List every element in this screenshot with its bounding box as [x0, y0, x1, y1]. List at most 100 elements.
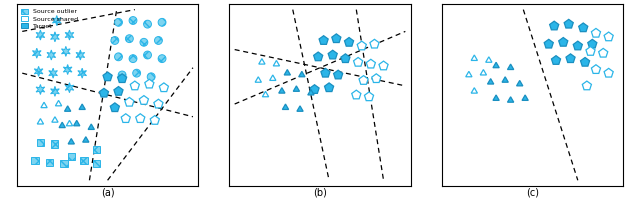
Polygon shape: [299, 71, 305, 77]
Polygon shape: [273, 60, 280, 66]
Polygon shape: [67, 120, 72, 126]
Polygon shape: [74, 120, 80, 126]
Polygon shape: [544, 39, 554, 48]
Polygon shape: [471, 88, 477, 93]
Polygon shape: [145, 79, 154, 88]
Polygon shape: [324, 83, 333, 91]
Polygon shape: [321, 68, 330, 77]
Polygon shape: [78, 68, 86, 78]
Polygon shape: [508, 97, 514, 102]
Polygon shape: [486, 57, 492, 62]
Polygon shape: [344, 37, 354, 46]
Polygon shape: [604, 32, 613, 41]
Polygon shape: [493, 62, 499, 68]
Polygon shape: [103, 72, 112, 81]
Polygon shape: [282, 104, 289, 109]
Polygon shape: [76, 50, 84, 60]
Polygon shape: [36, 30, 45, 40]
Polygon shape: [508, 64, 514, 69]
Polygon shape: [56, 100, 61, 106]
Polygon shape: [63, 65, 72, 74]
Polygon shape: [471, 55, 477, 60]
Polygon shape: [51, 32, 60, 42]
Polygon shape: [121, 114, 131, 122]
Polygon shape: [41, 102, 47, 108]
Legend: Source outlier, Source shared, Target: Source outlier, Source shared, Target: [20, 7, 79, 30]
Polygon shape: [573, 41, 582, 50]
Polygon shape: [52, 117, 58, 122]
Polygon shape: [114, 87, 123, 95]
Polygon shape: [328, 50, 337, 59]
Polygon shape: [154, 99, 163, 108]
Polygon shape: [36, 85, 45, 94]
Polygon shape: [480, 69, 486, 75]
Bar: [31, 157, 38, 164]
Polygon shape: [83, 137, 89, 142]
Polygon shape: [582, 81, 591, 90]
Polygon shape: [59, 122, 65, 128]
Circle shape: [158, 18, 166, 26]
Polygon shape: [586, 47, 595, 55]
Polygon shape: [580, 57, 589, 66]
Polygon shape: [357, 41, 366, 50]
Polygon shape: [308, 89, 314, 95]
Polygon shape: [604, 68, 613, 77]
Polygon shape: [269, 75, 276, 80]
Polygon shape: [52, 15, 61, 26]
Polygon shape: [314, 52, 323, 61]
Bar: [46, 159, 53, 166]
Polygon shape: [372, 74, 381, 83]
Polygon shape: [522, 95, 528, 100]
Bar: [60, 160, 68, 168]
Bar: [51, 140, 58, 148]
Polygon shape: [61, 46, 70, 56]
Polygon shape: [552, 56, 561, 64]
Polygon shape: [502, 77, 508, 82]
Polygon shape: [353, 57, 363, 66]
Polygon shape: [136, 114, 145, 122]
X-axis label: (c): (c): [526, 187, 539, 197]
Polygon shape: [591, 65, 600, 73]
Circle shape: [115, 18, 122, 26]
Polygon shape: [262, 91, 269, 97]
Polygon shape: [118, 74, 127, 83]
Polygon shape: [65, 83, 74, 93]
Polygon shape: [88, 124, 94, 129]
Polygon shape: [110, 103, 120, 111]
Polygon shape: [140, 96, 148, 104]
Circle shape: [125, 35, 133, 43]
Polygon shape: [37, 119, 44, 124]
X-axis label: (b): (b): [313, 187, 327, 197]
Polygon shape: [493, 95, 499, 100]
Polygon shape: [125, 97, 134, 106]
Polygon shape: [564, 19, 573, 28]
Polygon shape: [550, 21, 559, 30]
Bar: [68, 153, 75, 160]
Polygon shape: [516, 80, 523, 86]
Polygon shape: [33, 48, 41, 58]
Circle shape: [143, 20, 152, 28]
Bar: [93, 146, 100, 153]
Circle shape: [129, 55, 137, 63]
Polygon shape: [588, 39, 597, 48]
Polygon shape: [591, 29, 600, 37]
Polygon shape: [279, 88, 285, 93]
Polygon shape: [341, 54, 350, 63]
Polygon shape: [297, 106, 303, 111]
Circle shape: [147, 73, 155, 81]
Polygon shape: [51, 86, 60, 96]
Polygon shape: [488, 79, 494, 84]
Circle shape: [140, 38, 148, 46]
Polygon shape: [332, 34, 341, 43]
Polygon shape: [159, 83, 168, 91]
Polygon shape: [49, 68, 58, 78]
Bar: [93, 160, 100, 168]
Polygon shape: [284, 69, 291, 75]
Polygon shape: [65, 106, 71, 111]
Circle shape: [115, 53, 122, 61]
Polygon shape: [366, 59, 376, 68]
Polygon shape: [359, 76, 368, 84]
Polygon shape: [598, 48, 608, 57]
Polygon shape: [379, 61, 388, 70]
Polygon shape: [293, 86, 300, 91]
